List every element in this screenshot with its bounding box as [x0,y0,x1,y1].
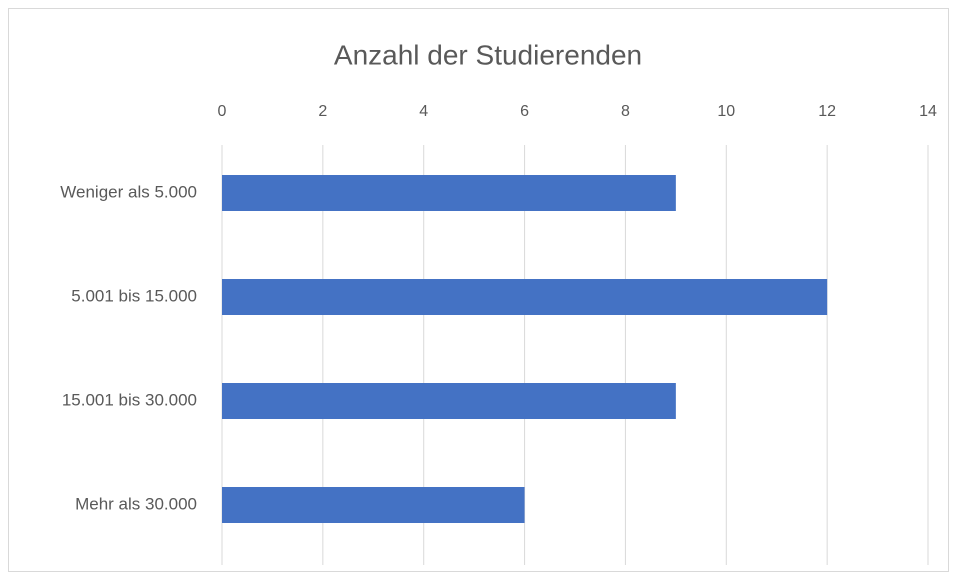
y-tick-label: Mehr als 30.000 [75,494,197,513]
bar [222,279,828,315]
chart-title: Anzahl der Studierenden [334,39,642,70]
y-tick-label: Weniger als 5.000 [60,182,197,201]
x-tick-label: 14 [919,103,937,120]
y-tick-label: 15.001 bis 30.000 [62,390,197,409]
x-tick-label: 2 [318,103,327,120]
x-tick-label: 0 [218,103,227,120]
bar [222,487,525,523]
bar [222,175,676,211]
x-tick-label: 4 [419,103,428,120]
x-tick-label: 12 [818,103,836,120]
y-tick-label: 5.001 bis 15.000 [71,286,197,305]
bar [222,383,676,419]
x-tick-label: 6 [520,103,529,120]
x-tick-label: 10 [717,103,735,120]
x-tick-label: 8 [621,103,630,120]
